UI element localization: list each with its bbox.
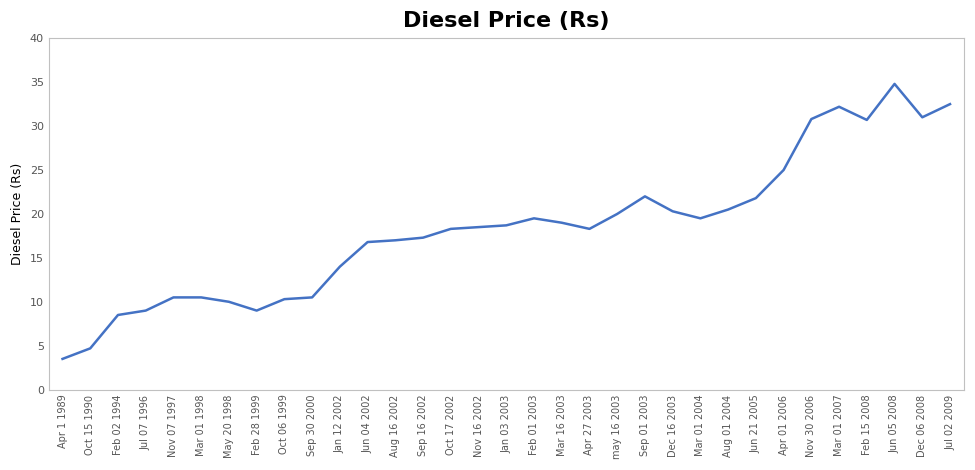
Y-axis label: Diesel Price (Rs): Diesel Price (Rs) bbox=[11, 163, 24, 265]
Title: Diesel Price (Rs): Diesel Price (Rs) bbox=[403, 11, 609, 31]
